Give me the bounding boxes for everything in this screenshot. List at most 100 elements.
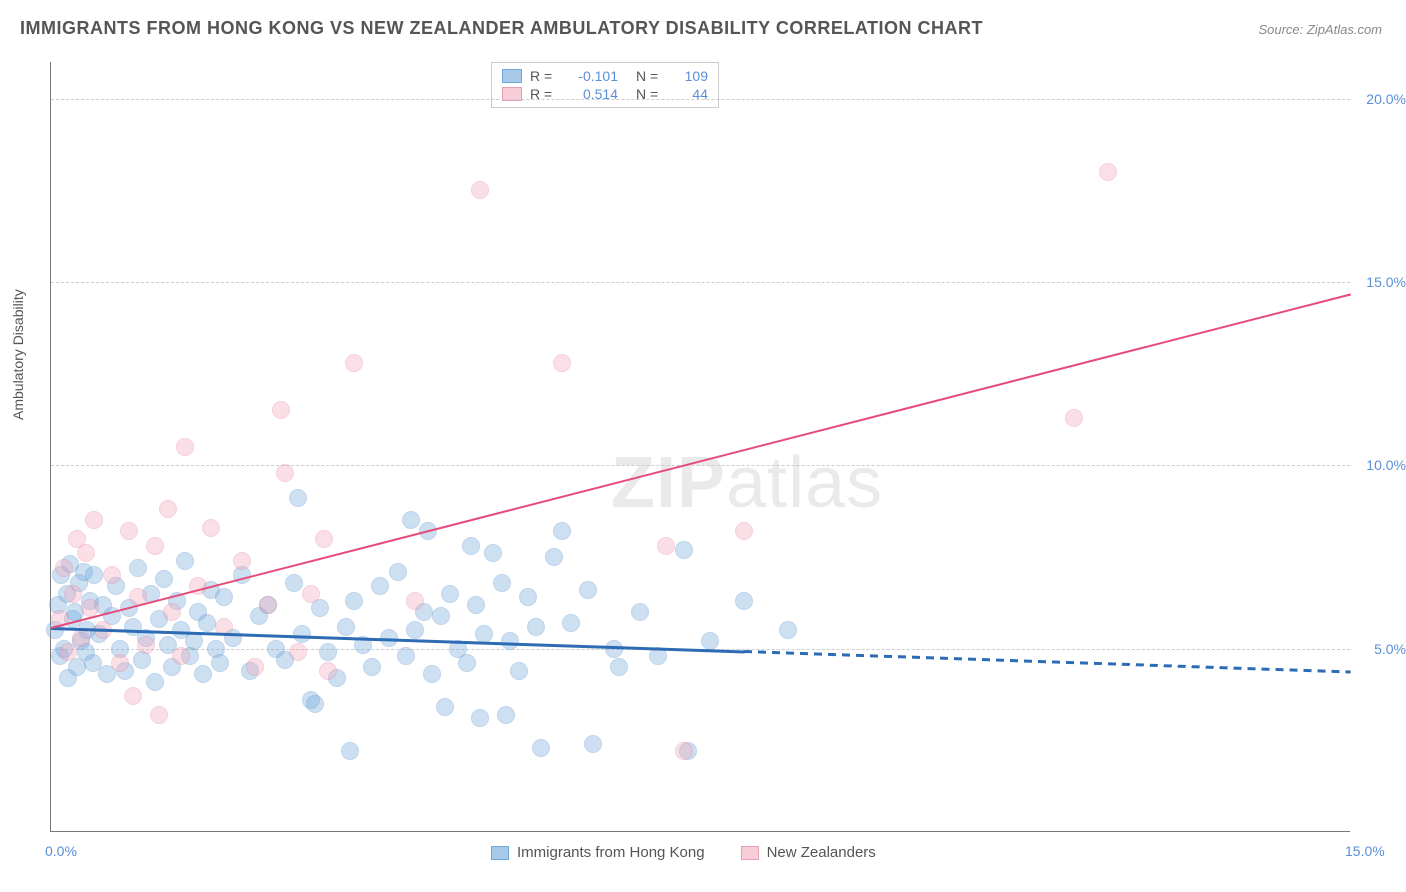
scatter-point <box>319 662 337 680</box>
scatter-point <box>319 643 337 661</box>
scatter-point <box>441 585 459 603</box>
scatter-point <box>159 500 177 518</box>
watermark-light: atlas <box>726 443 883 523</box>
legend-series-item: Immigrants from Hong Kong <box>491 844 705 861</box>
scatter-point <box>202 519 220 537</box>
scatter-point <box>176 438 194 456</box>
scatter-point <box>562 614 580 632</box>
scatter-point <box>289 643 307 661</box>
legend-swatch <box>502 69 522 83</box>
watermark: ZIPatlas <box>611 442 883 524</box>
legend-n-value: 109 <box>672 68 708 84</box>
legend-n-label: N = <box>636 68 664 84</box>
scatter-point <box>532 739 550 757</box>
scatter-point <box>1065 409 1083 427</box>
scatter-point <box>584 735 602 753</box>
scatter-point <box>510 662 528 680</box>
scatter-point <box>337 618 355 636</box>
scatter-point <box>150 706 168 724</box>
scatter-point <box>103 566 121 584</box>
scatter-point <box>124 687 142 705</box>
scatter-point <box>345 354 363 372</box>
scatter-point <box>146 673 164 691</box>
legend-stats: R =-0.101N =109R =0.514N =44 <box>491 62 719 108</box>
x-tick-label: 15.0% <box>1345 843 1385 859</box>
scatter-point <box>501 632 519 650</box>
scatter-point <box>467 596 485 614</box>
scatter-point <box>198 614 216 632</box>
scatter-point <box>315 530 333 548</box>
trend-line <box>744 650 1351 673</box>
legend-series: Immigrants from Hong Kong New Zealanders <box>491 844 876 861</box>
scatter-point <box>458 654 476 672</box>
scatter-point <box>306 695 324 713</box>
scatter-point <box>59 643 77 661</box>
y-tick-label: 15.0% <box>1366 274 1406 290</box>
y-axis-label: Ambulatory Disability <box>10 289 26 420</box>
scatter-point <box>527 618 545 636</box>
scatter-point <box>77 544 95 562</box>
scatter-point <box>471 181 489 199</box>
scatter-point <box>64 585 82 603</box>
scatter-point <box>553 354 571 372</box>
legend-series-item: New Zealanders <box>741 844 876 861</box>
scatter-point <box>341 742 359 760</box>
scatter-point <box>363 658 381 676</box>
scatter-point <box>345 592 363 610</box>
scatter-point <box>194 665 212 683</box>
scatter-point <box>176 552 194 570</box>
scatter-point <box>735 592 753 610</box>
scatter-point <box>302 585 320 603</box>
gridline <box>51 282 1350 283</box>
scatter-point <box>735 522 753 540</box>
scatter-point <box>137 636 155 654</box>
scatter-point <box>1099 163 1117 181</box>
scatter-point <box>631 603 649 621</box>
scatter-point <box>701 632 719 650</box>
scatter-point <box>493 574 511 592</box>
legend-r-label: R = <box>530 68 558 84</box>
scatter-point <box>553 522 571 540</box>
scatter-point <box>129 559 147 577</box>
scatter-point <box>406 592 424 610</box>
scatter-point <box>610 658 628 676</box>
chart-title: IMMIGRANTS FROM HONG KONG VS NEW ZEALAND… <box>20 18 983 39</box>
scatter-point <box>497 706 515 724</box>
legend-stat-row: R =-0.101N =109 <box>502 67 708 85</box>
scatter-point <box>172 647 190 665</box>
scatter-point <box>246 658 264 676</box>
scatter-point <box>120 522 138 540</box>
scatter-point <box>779 621 797 639</box>
scatter-point <box>55 559 73 577</box>
scatter-point <box>545 548 563 566</box>
scatter-point <box>85 511 103 529</box>
source-attribution: Source: ZipAtlas.com <box>1258 22 1382 37</box>
scatter-point <box>432 607 450 625</box>
scatter-point <box>72 629 90 647</box>
scatter-point <box>85 566 103 584</box>
gridline <box>51 465 1350 466</box>
scatter-point <box>579 581 597 599</box>
trend-line <box>51 293 1351 629</box>
legend-swatch <box>741 846 759 860</box>
y-tick-label: 20.0% <box>1366 91 1406 107</box>
scatter-point <box>233 552 251 570</box>
legend-swatch <box>491 846 509 860</box>
scatter-point <box>272 401 290 419</box>
legend-series-label: New Zealanders <box>767 844 876 861</box>
legend-series-label: Immigrants from Hong Kong <box>517 844 705 861</box>
gridline <box>51 99 1350 100</box>
scatter-point <box>675 541 693 559</box>
scatter-point <box>276 464 294 482</box>
y-tick-label: 5.0% <box>1374 641 1406 657</box>
scatter-point <box>462 537 480 555</box>
scatter-point <box>211 654 229 672</box>
scatter-point <box>471 709 489 727</box>
scatter-point <box>185 632 203 650</box>
scatter-point <box>285 574 303 592</box>
legend-stat-row: R =0.514N =44 <box>502 85 708 103</box>
scatter-point <box>657 537 675 555</box>
chart-area: ZIPatlas R =-0.101N =109R =0.514N =44 Im… <box>50 62 1350 832</box>
watermark-bold: ZIP <box>611 443 726 523</box>
scatter-point <box>402 511 420 529</box>
